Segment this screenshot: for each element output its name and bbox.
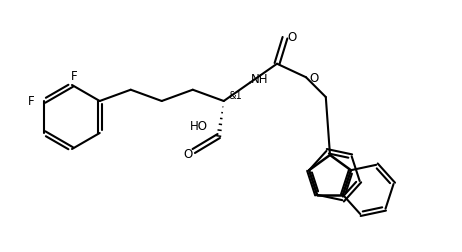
Text: F: F	[71, 69, 77, 82]
Text: &1: &1	[228, 91, 242, 101]
Text: O: O	[287, 31, 297, 44]
Text: NH: NH	[251, 73, 269, 86]
Text: O: O	[310, 72, 319, 84]
Text: F: F	[28, 94, 35, 107]
Text: HO: HO	[190, 120, 208, 133]
Text: O: O	[183, 147, 192, 160]
